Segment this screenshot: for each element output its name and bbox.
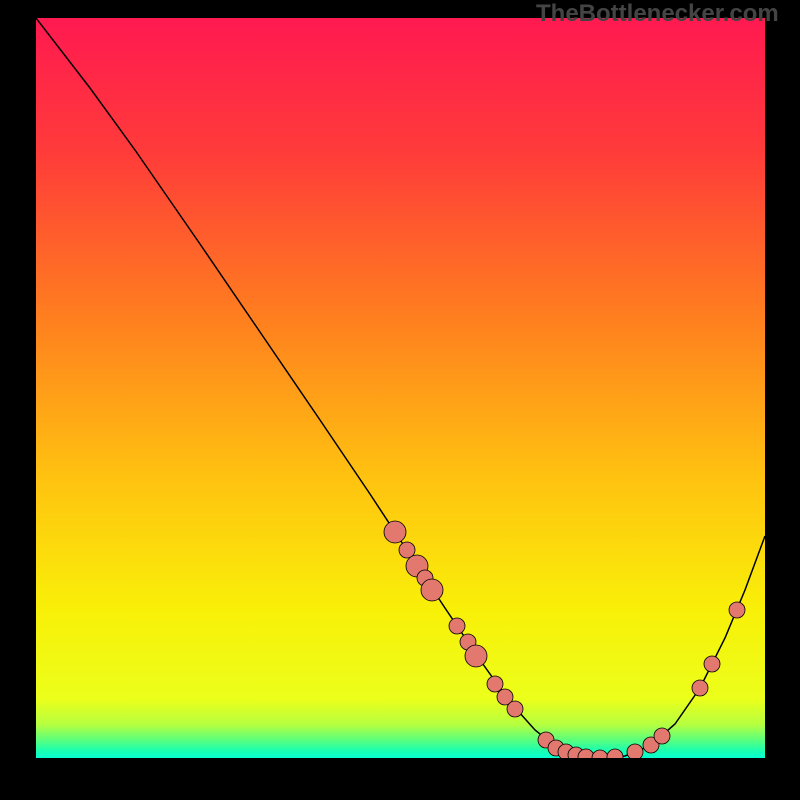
data-marker [421,579,443,601]
watermark-text: TheBottlenecker.com [536,0,779,28]
data-marker [384,521,406,543]
data-marker [592,750,608,766]
data-marker [692,680,708,696]
plot-background [36,18,765,758]
data-marker [507,701,523,717]
data-marker [627,744,643,760]
data-marker [654,728,670,744]
data-marker [729,602,745,618]
chart-svg [0,0,800,800]
data-marker [465,645,487,667]
data-marker [578,749,594,765]
data-marker [607,749,623,765]
data-marker [487,676,503,692]
data-marker [449,618,465,634]
data-marker [704,656,720,672]
